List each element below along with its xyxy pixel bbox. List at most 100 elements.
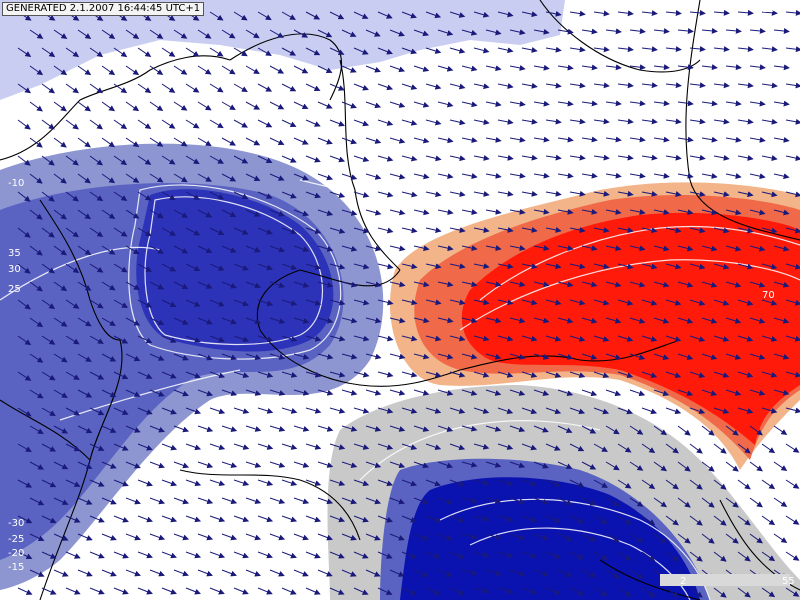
wind-arrow-icon: [137, 263, 152, 272]
wind-arrow-icon: [221, 353, 238, 361]
wind-arrow-icon: [677, 425, 691, 436]
wind-arrow-icon: [41, 227, 55, 238]
wind-arrow-icon: [761, 407, 778, 414]
wind-arrow-icon: [533, 208, 550, 215]
wind-arrow-icon: [437, 29, 454, 36]
wind-arrow-icon: [341, 245, 358, 252]
wind-arrow-icon: [437, 425, 454, 432]
wind-arrow-icon: [617, 190, 634, 197]
wind-arrow-icon: [125, 533, 141, 541]
wind-arrow-icon: [269, 209, 285, 217]
wind-arrow-icon: [617, 10, 634, 17]
wind-arrow-icon: [437, 533, 453, 541]
wind-arrow-icon: [281, 119, 297, 127]
wind-arrow-icon: [341, 317, 358, 324]
wind-arrow-icon: [473, 407, 490, 414]
wind-arrow-icon: [233, 407, 250, 414]
wind-arrow-icon: [449, 443, 466, 451]
wind-arrow-icon: [137, 443, 153, 451]
wind-arrow-icon: [557, 461, 573, 469]
wind-arrow-icon: [53, 533, 69, 541]
wind-arrow-icon: [569, 263, 586, 270]
wind-arrow-icon: [377, 335, 394, 342]
wind-arrow-icon: [581, 172, 598, 179]
wind-arrow-icon: [413, 209, 430, 216]
wind-arrow-icon: [89, 227, 104, 237]
wind-arrow-icon: [401, 119, 418, 126]
wind-arrow-icon: [641, 515, 656, 526]
wind-arrow-icon: [17, 227, 31, 238]
wind-arrow-icon: [185, 191, 200, 200]
wind-arrow-icon: [185, 443, 202, 451]
wind-arrow-icon: [593, 479, 608, 488]
wind-arrow-icon: [401, 299, 418, 306]
wind-arrow-icon: [317, 281, 334, 288]
wind-arrow-icon: [317, 497, 334, 505]
wind-arrow-icon: [317, 533, 333, 541]
wind-arrow-icon: [593, 587, 608, 596]
wind-arrow-icon: [749, 533, 763, 544]
wind-arrow-icon: [269, 173, 285, 181]
wind-arrow-icon: [629, 172, 646, 179]
wind-arrow-icon: [533, 100, 550, 107]
wind-arrow-icon: [29, 245, 43, 256]
wind-arrow-icon: [401, 335, 418, 342]
wind-arrow-icon: [737, 443, 751, 454]
wind-arrow-icon: [101, 29, 116, 39]
wind-arrow-icon: [29, 209, 43, 220]
wind-arrow-icon: [713, 299, 730, 306]
wind-arrow-icon: [629, 425, 644, 435]
wind-arrow-icon: [401, 155, 418, 162]
wind-arrow-icon: [461, 245, 478, 252]
wind-arrow-icon: [137, 407, 153, 415]
wind-arrow-icon: [473, 371, 490, 378]
wind-arrow-icon: [629, 497, 644, 507]
wind-arrow-icon: [173, 137, 188, 147]
wind-arrow-icon: [449, 119, 466, 126]
wind-arrow-icon: [41, 479, 57, 488]
wind-arrow-icon: [773, 281, 790, 288]
wind-arrow-icon: [545, 46, 562, 53]
wind-arrow-icon: [245, 497, 262, 505]
wind-arrow-icon: [365, 317, 382, 324]
wind-arrow-icon: [437, 245, 454, 252]
wind-arrow-icon: [533, 425, 549, 433]
wind-arrow-icon: [53, 317, 68, 327]
wind-arrow-icon: [101, 101, 116, 112]
wind-arrow-icon: [713, 407, 730, 414]
wind-arrow-icon: [497, 299, 514, 306]
wind-arrow-icon: [113, 119, 128, 130]
wind-arrow-icon: [89, 479, 105, 487]
wind-arrow-icon: [761, 551, 776, 562]
edge-label: 70: [762, 290, 775, 301]
wind-arrow-icon: [317, 569, 333, 577]
wind-arrow-icon: [257, 443, 274, 450]
wind-arrow-icon: [65, 263, 80, 274]
wind-arrow-icon: [497, 551, 514, 558]
wind-arrow-icon: [269, 245, 286, 253]
wind-arrow-icon: [65, 47, 80, 58]
wind-arrow-icon: [17, 155, 31, 166]
wind-arrow-icon: [89, 407, 105, 416]
wind-arrow-icon: [773, 533, 788, 543]
wind-arrow-icon: [689, 82, 706, 89]
wind-arrow-icon: [557, 497, 573, 505]
wind-arrow-icon: [773, 100, 790, 107]
wind-arrow-icon: [689, 443, 703, 454]
wind-arrow-icon: [413, 173, 430, 180]
wind-arrow-icon: [473, 47, 490, 54]
wind-arrow-icon: [497, 154, 514, 161]
wind-arrow-icon: [269, 65, 285, 74]
wind-arrow-icon: [53, 461, 69, 470]
wind-arrow-icon: [245, 137, 261, 146]
wind-arrow-icon: [161, 119, 176, 129]
wind-arrow-icon: [293, 317, 310, 324]
wind-arrow-icon: [197, 497, 214, 505]
wind-arrow-icon: [269, 533, 286, 541]
wind-arrow-icon: [761, 46, 778, 53]
wind-arrow-icon: [365, 29, 381, 37]
wind-arrow-icon: [581, 497, 597, 506]
wind-arrow-icon: [161, 551, 177, 559]
wind-arrow-icon: [461, 569, 478, 576]
wind-arrow-icon: [629, 461, 644, 471]
